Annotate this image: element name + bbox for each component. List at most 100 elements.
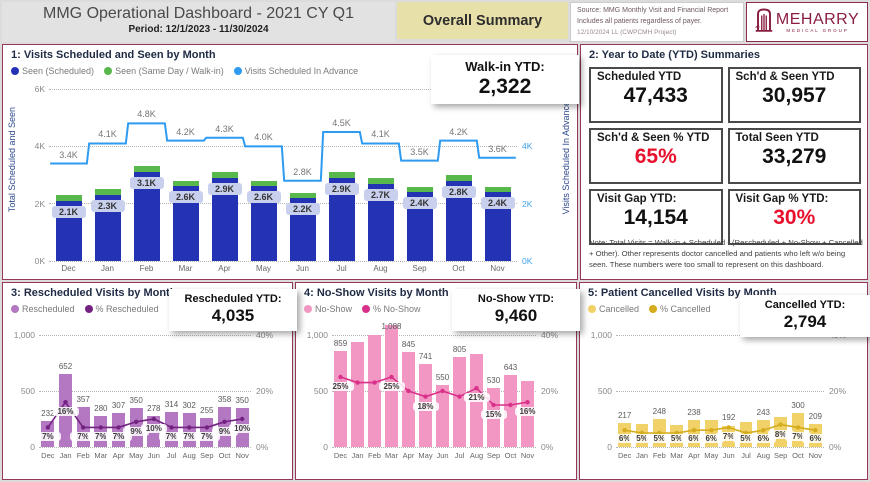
kpi-label-2: Sch'd & Seen % YTD — [597, 132, 710, 144]
line-value-label: 3.6K — [488, 143, 507, 154]
pct-label: 21% — [463, 393, 490, 403]
visits-chart-title: 1: Visits Scheduled and Seen by Month — [11, 49, 216, 61]
bar-noshow-dec[interactable] — [334, 350, 347, 447]
legend-dot — [304, 305, 312, 313]
legend-label: % Rescheduled — [95, 304, 159, 314]
legend-item-seen-scheduled[interactable]: Seen (Scheduled) — [11, 66, 94, 76]
bar-noshow-jun[interactable] — [436, 385, 449, 447]
visits-chart-card: 1: Visits Scheduled and Seen by Month Se… — [2, 44, 579, 280]
legend-dot — [362, 305, 371, 313]
x-axis-label: Dec — [61, 264, 76, 273]
pct-label: 5% — [646, 434, 673, 443]
pct-label: 7% — [176, 432, 203, 442]
legend-item-pct-noshow[interactable]: % No-Show — [362, 304, 421, 314]
y-axis-tick-left: 4K — [34, 141, 45, 152]
x-axis-label: Nov — [520, 451, 535, 460]
kpi-value-1: 30,957 — [762, 84, 827, 107]
kpi-total-seen-ytd: Total Seen YTD 33,279 — [727, 128, 861, 184]
bar-value-label: 805 — [452, 344, 467, 354]
pct-label: 7% — [105, 432, 132, 442]
legend-item-noshow[interactable]: No-Show — [304, 304, 352, 314]
pct-label: 16% — [52, 407, 79, 417]
noshow-chart-card: 4: No-Show Visits by Month No-Show % No-… — [295, 282, 580, 480]
kpi-value-2: 65% — [634, 145, 677, 168]
x-axis-label: Sep — [486, 451, 501, 460]
kpi-scheduled-ytd: Scheduled YTD 47,433 — [589, 67, 723, 123]
logo-text: MEHARRY — [775, 11, 860, 28]
gridline — [49, 88, 517, 90]
legend-label: % No-Show — [373, 304, 421, 314]
x-axis-label: Jan — [59, 451, 72, 460]
bar-value-label: 741 — [418, 352, 433, 361]
bar-rescheduled-aug[interactable] — [182, 413, 196, 447]
rescheduled-ytd-value: 4,035 — [211, 306, 255, 325]
bar-value-label: 550 — [435, 373, 450, 383]
bar-noshow-feb[interactable] — [368, 335, 381, 447]
source-line-1: Source: MMG Monthly Visit and Financial … — [577, 7, 729, 14]
cancelled-months: Dec Jan Feb Mar Apr May Jun Jul Aug Sep Oct Nov — [616, 451, 824, 463]
overall-summary-button[interactable]: Overall Summary — [397, 2, 568, 39]
x-axis-label: Mar — [385, 451, 398, 460]
x-axis-label: Mar — [178, 264, 193, 273]
legend-item-scheduled-advance[interactable]: Visits Scheduled In Advance — [233, 66, 358, 76]
bar-walkin-feb[interactable] — [133, 166, 160, 173]
x-axis-label: Jan — [635, 451, 649, 460]
x-axis-label: Dec — [41, 451, 55, 460]
cancelled-ytd-label: Cancelled YTD: — [764, 299, 846, 311]
x-axis-label: Jun — [296, 264, 309, 273]
legend-item-cancelled[interactable]: Cancelled — [588, 304, 639, 314]
bar-noshow-jul[interactable] — [453, 356, 466, 447]
total-visits-note: Note: Total Visits = Walk-in + Scheduled… — [589, 238, 863, 270]
kpi-value-4: 14,154 — [623, 206, 688, 229]
x-axis-label: Apr — [218, 264, 231, 273]
x-axis-label: Oct — [218, 451, 231, 460]
bar-walkin-dec[interactable] — [55, 195, 82, 201]
x-axis-label: Jan — [101, 264, 114, 273]
bar-value-label: 255 — [200, 406, 214, 416]
legend-item-seen-walkin[interactable]: Seen (Same Day / Walk-in) — [104, 66, 224, 76]
bar-walkin-aug[interactable] — [367, 177, 394, 184]
x-axis-label: Nov — [808, 451, 822, 460]
y-axis-tick-right: 0K — [522, 256, 533, 266]
bar-walkin-jul[interactable] — [328, 171, 355, 178]
bar-walkin-mar[interactable] — [172, 180, 199, 187]
legend-item-pct-rescheduled[interactable]: % Rescheduled — [84, 304, 159, 314]
bar-rescheduled-mar[interactable] — [94, 415, 108, 447]
y-axis-tick-right: 0% — [256, 442, 269, 452]
x-axis-label: Aug — [182, 451, 196, 460]
legend-item-rescheduled[interactable]: Rescheduled — [11, 304, 75, 314]
x-axis-label: Feb — [652, 451, 666, 460]
bar-walkin-may[interactable] — [250, 181, 277, 187]
x-axis-label: Jun — [722, 451, 735, 460]
pct-label: 9% — [211, 426, 238, 436]
kpi-visit-gap-pct-ytd: Visit Gap % YTD: 30% — [727, 189, 861, 245]
bar-walkin-oct[interactable] — [445, 175, 472, 181]
visits-months: Dec Jan Feb Mar Apr May Jun Jul Aug Sep Oct Nov — [49, 264, 517, 276]
bar-value-pill: 2.7K — [363, 188, 398, 201]
gridline — [49, 203, 517, 205]
bar-walkin-apr[interactable] — [211, 172, 238, 178]
bar-noshow-apr[interactable] — [402, 352, 415, 447]
bar-walkin-sep[interactable] — [406, 187, 433, 193]
gridline — [332, 334, 536, 336]
noshow-ytd-value: 9,460 — [494, 306, 538, 325]
kpi-schd-seen-pct-ytd: Sch'd & Seen % YTD 65% — [589, 128, 723, 184]
bar-walkin-jan[interactable] — [94, 189, 121, 196]
bar-value-pill: 2.4K — [402, 197, 437, 210]
y-axis-tick-left: 0K — [34, 256, 45, 266]
x-axis-label: Jan — [351, 451, 364, 460]
bar-rescheduled-jul[interactable] — [165, 411, 178, 447]
x-axis-label: Dec — [333, 451, 348, 460]
legend-item-pct-cancelled[interactable]: % Cancelled — [649, 304, 711, 314]
bar-value-label: 248 — [652, 407, 666, 417]
line-value-label: 4.2K — [449, 126, 468, 137]
x-axis-label: May — [704, 451, 719, 460]
y-axis-tick-right: 20% — [829, 386, 847, 396]
bar-value-label: 300 — [791, 401, 805, 411]
bar-noshow-jan[interactable] — [351, 341, 364, 447]
y-axis-tick-right: 4K — [522, 141, 533, 152]
y-axis-tick-right: 2K — [522, 198, 533, 209]
x-axis-label: Dec — [617, 451, 632, 460]
bar-walkin-jun[interactable] — [289, 192, 316, 198]
bar-walkin-nov[interactable] — [484, 187, 511, 193]
